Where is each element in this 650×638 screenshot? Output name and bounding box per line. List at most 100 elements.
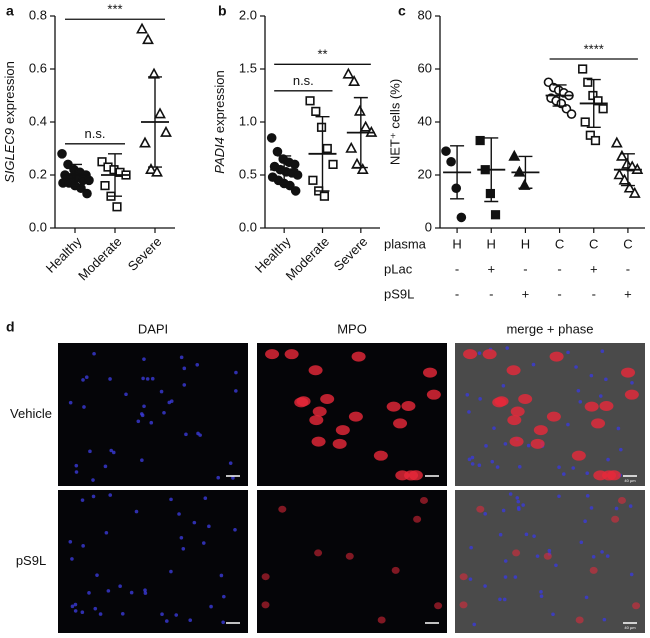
point — [319, 191, 330, 201]
nucleus — [465, 393, 470, 397]
point — [136, 22, 148, 34]
nucleus — [73, 609, 78, 613]
mpo-cell — [463, 349, 478, 360]
condition-cell: + — [487, 261, 495, 276]
point — [598, 104, 608, 114]
x-tick-label: Moderate — [75, 234, 124, 283]
nucleus — [583, 519, 587, 523]
nucleus — [470, 455, 475, 460]
nucleus — [95, 573, 99, 577]
condition-cell: + — [624, 286, 632, 301]
nucleus — [503, 559, 508, 563]
scale-label: 40 µm — [624, 478, 636, 483]
point — [311, 106, 321, 116]
nucleus — [182, 366, 187, 371]
nucleus — [143, 588, 147, 593]
nucleus — [492, 426, 496, 430]
y-tick-label: 2.0 — [239, 7, 257, 22]
point — [139, 136, 151, 148]
mpo-cell — [507, 415, 522, 426]
nucleus — [149, 420, 154, 425]
nucleus — [201, 541, 206, 545]
nucleus — [70, 557, 74, 561]
nucleus — [503, 442, 508, 446]
nucleus — [490, 459, 495, 464]
point — [353, 104, 366, 116]
micrograph — [455, 490, 645, 633]
point — [588, 90, 598, 101]
condition-cell: H — [452, 236, 461, 251]
error-bar — [450, 145, 465, 200]
condition-cell: H — [487, 236, 496, 251]
nucleus — [164, 619, 169, 623]
nucleus — [124, 392, 128, 397]
nucleus — [91, 494, 96, 499]
nucleus — [82, 405, 86, 409]
nucleus — [203, 496, 208, 501]
error-bar — [315, 116, 330, 192]
nucleus — [604, 377, 608, 382]
mpo-cell — [533, 425, 548, 436]
mpo-cell — [373, 450, 388, 461]
point — [328, 159, 338, 170]
nucleus — [516, 505, 521, 510]
nucleus — [502, 597, 507, 602]
mpo-cell — [419, 496, 428, 504]
condition-cell: - — [592, 286, 596, 301]
nucleus — [228, 461, 233, 465]
nucleus — [483, 512, 487, 516]
row-label: Vehicle — [10, 406, 52, 421]
mpo-cell — [377, 616, 386, 624]
nucleus — [81, 544, 85, 548]
y-axis-label-text: expression — [212, 70, 227, 133]
panel-label: b — [218, 3, 227, 19]
mpo-cell — [549, 351, 564, 362]
nucleus — [109, 448, 114, 453]
point — [82, 188, 92, 199]
nucleus — [602, 617, 607, 622]
mpo-cell — [518, 393, 533, 404]
nucleus — [503, 575, 508, 579]
nucleus — [169, 497, 173, 502]
mpo-cell — [345, 552, 354, 560]
point — [348, 75, 361, 87]
point — [578, 64, 588, 74]
y-tick-label: 1.0 — [239, 113, 257, 128]
nucleus — [174, 613, 179, 617]
nucleus — [554, 563, 558, 568]
column-header: DAPI — [138, 321, 168, 336]
y-axis-label-text: expression — [2, 61, 17, 124]
mpo-cell — [391, 566, 400, 574]
panel-label: a — [6, 3, 14, 19]
mpo-cell — [589, 566, 598, 574]
nucleus — [616, 426, 621, 431]
nucleus — [561, 472, 566, 476]
nucleus — [145, 377, 150, 381]
nucleus — [498, 532, 503, 537]
nucleus — [233, 527, 237, 532]
nucleus — [600, 550, 604, 554]
mpo-cell — [509, 436, 524, 447]
point — [289, 159, 300, 170]
significance-label: n.s. — [85, 126, 106, 141]
point — [628, 186, 641, 198]
mpo-cell — [632, 602, 641, 610]
mpo-cell — [530, 438, 545, 449]
nucleus — [219, 573, 224, 578]
nucleus — [501, 508, 506, 513]
mpo-cell — [599, 400, 614, 411]
mpo-cell — [434, 602, 443, 610]
point — [345, 141, 358, 153]
nucleus — [169, 569, 173, 574]
nucleus — [531, 362, 536, 367]
point — [508, 149, 521, 161]
point — [451, 183, 462, 194]
y-tick-label: 0.5 — [239, 166, 257, 181]
nucleus — [585, 471, 590, 476]
point — [160, 125, 172, 137]
point — [441, 146, 451, 156]
mpo-cell — [261, 601, 270, 609]
y-axis-label-gene: SIGLEC9 — [2, 128, 17, 183]
condition-cell: + — [522, 286, 530, 301]
scale-label: 40 µm — [624, 625, 636, 630]
